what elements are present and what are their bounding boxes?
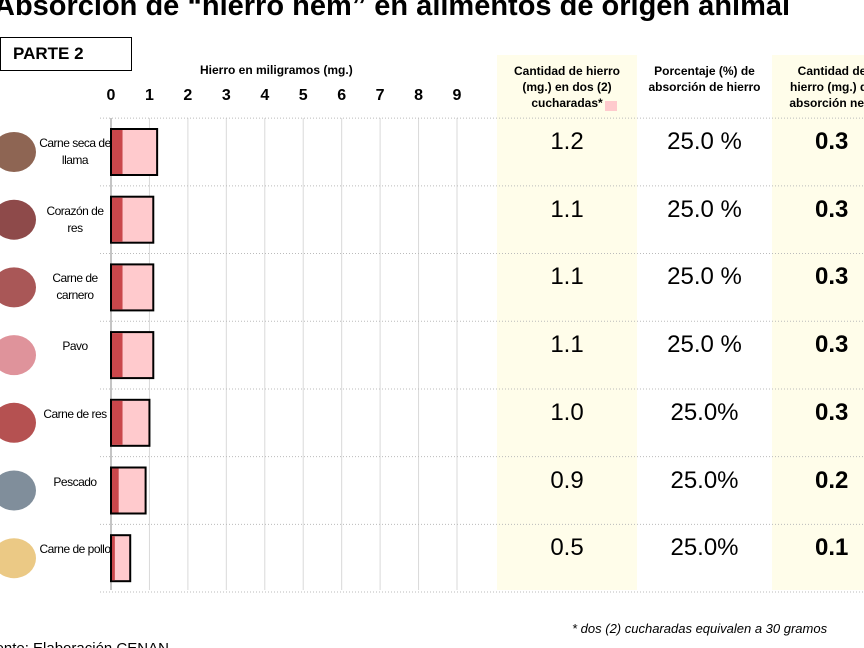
table-cell: 0.3 (815, 398, 849, 426)
table-cell: 0.3 (815, 263, 849, 291)
column-header: Cantidad de hierro (mg.) en dos (2) cuch… (513, 64, 620, 110)
table-cell: 1.2 (550, 128, 584, 155)
x-tick-label: 7 (376, 87, 385, 104)
x-tick-label: 1 (145, 87, 154, 104)
x-tick-label: 8 (414, 87, 423, 104)
bar (110, 534, 132, 583)
table-cell: 1.1 (550, 263, 584, 291)
table-cell: 0.3 (815, 128, 849, 155)
category-label: Carne de pollo (39, 542, 111, 557)
table-cell: 0.5 (550, 534, 584, 562)
category-label: Corazón de res (46, 203, 104, 235)
category-label: Pescado (53, 474, 97, 489)
x-tick-label: 3 (222, 87, 231, 104)
food-image (0, 402, 36, 443)
bar-segment (112, 130, 123, 174)
bar-segment (112, 468, 119, 513)
table-cell: 25.0 % (667, 195, 742, 223)
bar-segment (112, 536, 115, 581)
part-label: PARTE 2 (0, 37, 132, 71)
bar-segment (112, 265, 123, 310)
bar-segment (112, 333, 123, 378)
column-header: Porcentaje (%) de absorción de hierro (648, 64, 761, 94)
food-image (0, 132, 36, 172)
table-cell: 25.0 % (667, 263, 742, 291)
source: Fuente: Elaboración CENAN (0, 640, 169, 648)
table-cell: 25.0 % (667, 128, 742, 155)
food-image (0, 199, 36, 240)
column-bg (497, 55, 637, 590)
table-cell: 1.1 (550, 195, 584, 223)
legend-swatch (605, 101, 617, 111)
x-tick-label: 0 (107, 87, 116, 104)
column-header: Cantidad de hierro (mg.) de absorción ne… (789, 64, 864, 110)
x-tick-label: 2 (183, 87, 192, 104)
x-axis-title: Hierro en miligramos (mg.) (200, 63, 353, 77)
bar-segment (112, 400, 123, 445)
table-cell: 0.3 (815, 195, 849, 223)
food-image (0, 335, 36, 376)
table-cell: 25.0 % (667, 331, 742, 359)
category-label: Carne de carnero (52, 271, 98, 303)
x-tick-label: 6 (337, 87, 346, 104)
column-bg (772, 55, 864, 590)
table-cell: 0.1 (815, 534, 849, 562)
table-cell: 25.0% (670, 398, 739, 426)
category-label: Pavo (62, 339, 88, 354)
category-label: Carne seca de llama (39, 136, 111, 167)
food-image (0, 470, 36, 511)
bar-segment (112, 197, 123, 242)
x-tick-label: 4 (260, 87, 269, 104)
x-tick-label: 9 (453, 87, 462, 104)
table-cell: 1.1 (550, 331, 584, 359)
footnote: * dos (2) cucharadas equivalen a 30 gram… (572, 621, 828, 636)
x-tick-label: 5 (299, 87, 308, 104)
food-image (0, 538, 36, 579)
table-cell: 25.0% (670, 466, 739, 494)
category-label: Carne de res (43, 406, 107, 421)
title: Absorción de “hierro hem” en alimentos d… (0, 0, 791, 22)
table-cell: 0.2 (815, 466, 849, 494)
table-cell: 1.0 (550, 398, 584, 426)
table-cell: 0.3 (815, 331, 849, 359)
table-cell: 25.0% (670, 534, 739, 562)
table-cell: 0.9 (550, 466, 584, 494)
food-image (0, 267, 36, 308)
